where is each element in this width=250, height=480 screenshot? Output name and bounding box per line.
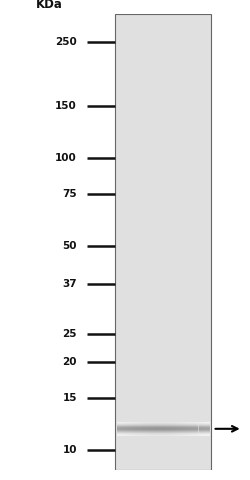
Bar	[161, 422, 164, 436]
Bar	[208, 422, 210, 436]
Bar	[196, 422, 198, 436]
Bar	[121, 422, 124, 436]
Bar	[145, 422, 147, 436]
Bar	[170, 422, 173, 436]
Bar	[206, 422, 208, 436]
Text: 100: 100	[55, 153, 77, 163]
Bar	[198, 422, 201, 436]
Text: 25: 25	[62, 329, 77, 338]
Bar	[159, 422, 161, 436]
Text: 37: 37	[62, 279, 77, 289]
Text: 250: 250	[55, 36, 77, 47]
Bar	[119, 422, 121, 436]
Bar	[152, 422, 154, 436]
Bar	[147, 422, 149, 436]
Bar	[173, 422, 175, 436]
Text: 10: 10	[62, 445, 77, 455]
Bar	[140, 422, 142, 436]
Bar	[166, 422, 168, 436]
Bar	[116, 422, 119, 436]
Bar	[138, 422, 140, 436]
Bar	[126, 422, 128, 436]
Bar	[203, 422, 206, 436]
Bar	[128, 422, 131, 436]
Text: 20: 20	[62, 357, 77, 367]
Bar	[135, 422, 138, 436]
Bar	[142, 422, 145, 436]
Bar	[124, 422, 126, 436]
Bar	[187, 422, 189, 436]
Bar	[184, 422, 187, 436]
Bar	[192, 422, 194, 436]
Bar	[168, 422, 170, 436]
Bar	[133, 422, 135, 436]
Bar	[149, 422, 152, 436]
Bar	[178, 422, 180, 436]
Text: KDa: KDa	[36, 0, 63, 12]
Bar	[189, 422, 192, 436]
Text: 15: 15	[62, 394, 77, 403]
Bar	[131, 422, 133, 436]
Text: 150: 150	[55, 101, 77, 111]
Bar	[154, 422, 156, 436]
Text: 75: 75	[62, 189, 77, 199]
Bar	[164, 422, 166, 436]
Bar	[201, 422, 203, 436]
Bar	[175, 422, 178, 436]
Bar	[180, 422, 182, 436]
Text: 50: 50	[62, 241, 77, 251]
Bar	[182, 422, 184, 436]
Bar	[194, 422, 196, 436]
Bar	[156, 422, 159, 436]
Bar	[116, 14, 212, 470]
